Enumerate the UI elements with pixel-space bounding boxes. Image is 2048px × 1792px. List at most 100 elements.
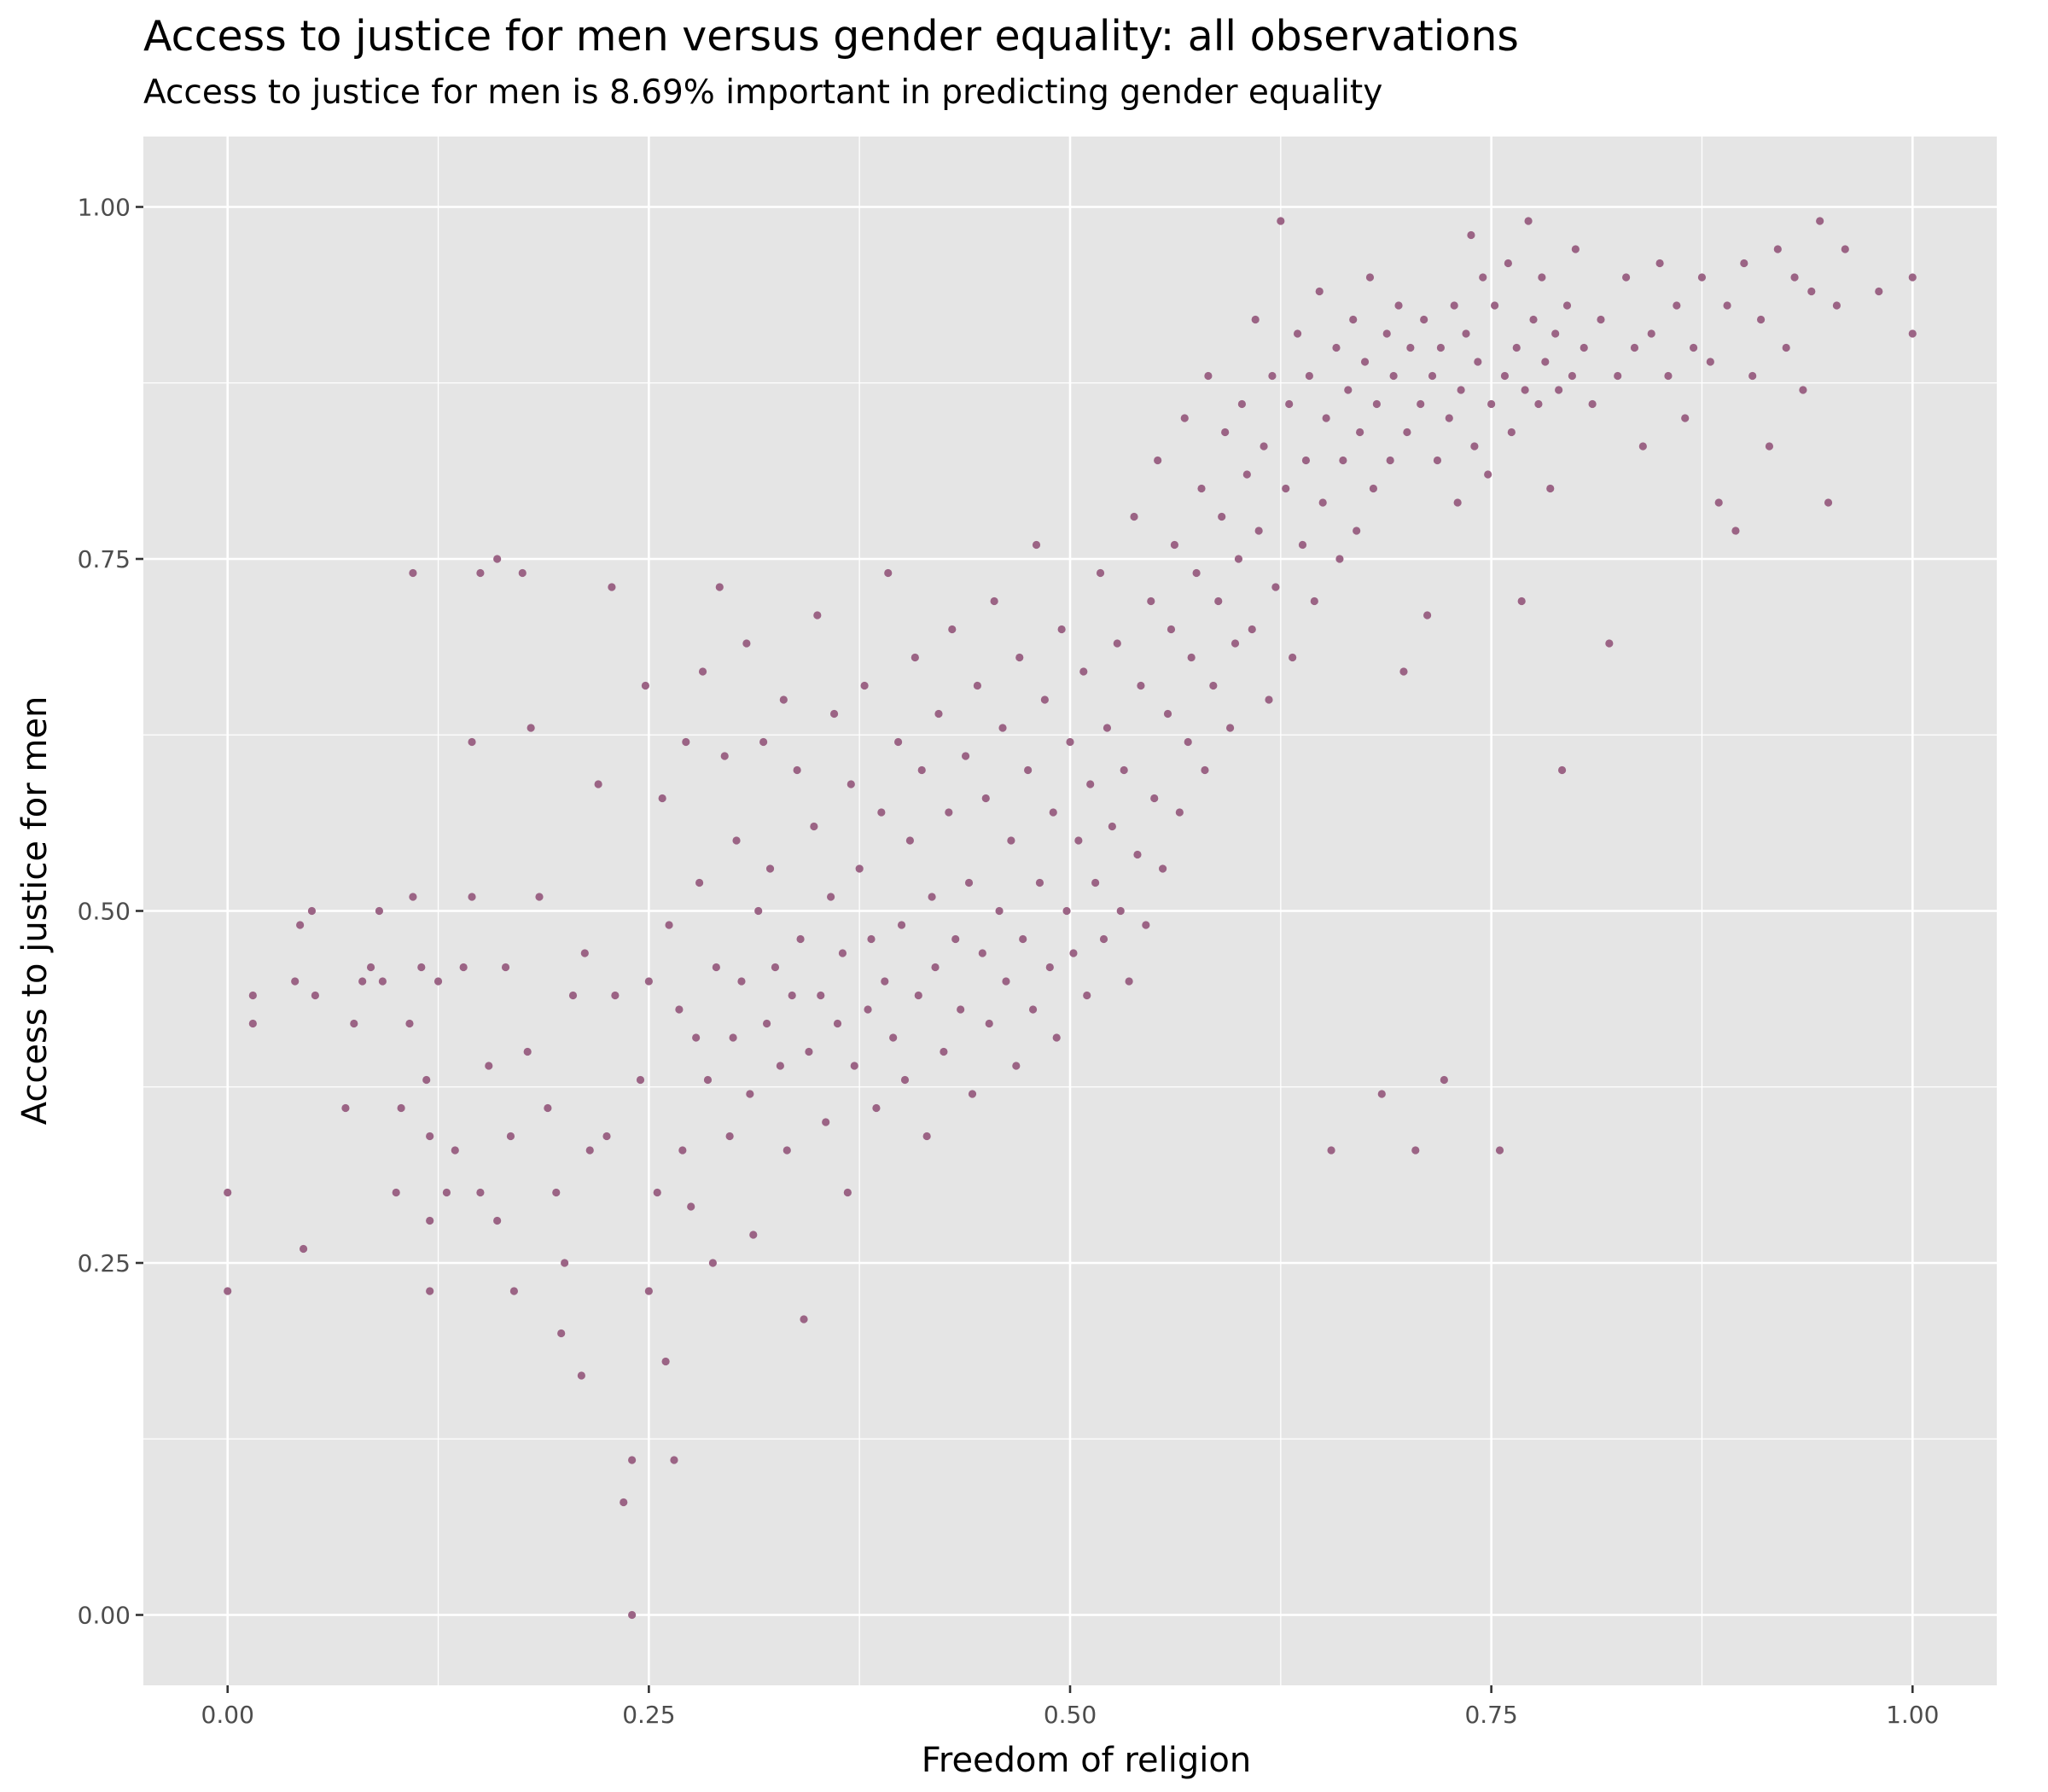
data-point [1841, 245, 1849, 253]
data-point [948, 625, 957, 634]
x-axis-ticks: 0.00 0.25 0.50 0.75 1.00 [201, 1685, 1939, 1729]
data-point [397, 1103, 405, 1113]
data-point [1773, 245, 1782, 253]
data-point [1322, 414, 1330, 422]
data-point [1394, 301, 1403, 310]
data-point [1214, 596, 1223, 606]
data-point [1335, 555, 1344, 563]
data-point [1588, 399, 1597, 409]
data-point [1282, 484, 1290, 493]
data-point [422, 1075, 431, 1085]
data-point [1512, 343, 1521, 352]
chart-subtitle: Access to justice for men is 8.69% impor… [143, 73, 1383, 112]
data-point [737, 977, 746, 986]
data-point [1242, 470, 1251, 479]
data-point [1133, 850, 1142, 859]
data-point [1799, 386, 1807, 394]
data-point [964, 878, 974, 887]
data-point [1369, 484, 1378, 493]
data-point [1399, 667, 1408, 676]
data-point [1091, 878, 1100, 887]
data-point [1066, 737, 1074, 747]
data-point [1163, 709, 1172, 719]
data-point [1180, 414, 1189, 422]
data-point [1285, 399, 1294, 409]
data-point [1103, 724, 1112, 732]
data-point [779, 695, 788, 704]
data-point [1521, 386, 1529, 394]
data-point [829, 709, 839, 719]
data-point [1353, 527, 1361, 535]
data-point [426, 1287, 434, 1295]
data-point [1875, 287, 1883, 296]
data-point [1125, 977, 1133, 986]
y-tick-label: 0.00 [78, 1602, 131, 1630]
data-point [636, 1075, 645, 1085]
data-point [506, 1132, 515, 1141]
data-point [493, 1216, 502, 1225]
data-point [1386, 456, 1394, 465]
data-point [1706, 358, 1714, 366]
data-point [729, 1033, 737, 1042]
data-point [552, 1188, 561, 1197]
data-point [1204, 371, 1213, 381]
data-point [1234, 555, 1243, 563]
data-point [1057, 625, 1066, 634]
data-point [1035, 878, 1044, 887]
y-tick-label: 0.75 [78, 545, 131, 573]
data-point [311, 991, 320, 1000]
data-point [561, 1259, 569, 1267]
data-point [644, 1287, 653, 1295]
data-point [1045, 963, 1054, 972]
data-point [1681, 414, 1690, 422]
data-point [1529, 315, 1538, 324]
data-point [749, 1231, 758, 1239]
data-point [1310, 596, 1318, 606]
data-point [358, 977, 367, 986]
data-point [417, 963, 426, 972]
data-point [911, 653, 919, 662]
data-point [855, 864, 864, 873]
data-point [433, 977, 443, 986]
data-point [1474, 358, 1482, 366]
data-point [1074, 836, 1083, 845]
data-point [776, 1062, 784, 1070]
data-point [350, 1019, 358, 1028]
data-point [759, 737, 768, 747]
data-point [968, 1090, 977, 1098]
data-point [822, 1118, 830, 1126]
data-point [1086, 780, 1095, 788]
x-tick-label: 0.25 [622, 1701, 675, 1729]
data-point [1462, 329, 1470, 338]
chart-title: Access to justice for men versus gender … [143, 12, 1519, 61]
data-point [1614, 371, 1622, 381]
data-point [577, 1371, 585, 1380]
data-point [442, 1188, 451, 1197]
data-point [1218, 512, 1226, 521]
data-point [850, 1062, 858, 1070]
data-point [665, 921, 673, 929]
data-point [1467, 230, 1475, 240]
data-point [973, 681, 981, 690]
data-point [905, 836, 915, 845]
data-point [661, 1357, 670, 1366]
x-tick-label: 0.00 [201, 1701, 254, 1729]
data-point [813, 611, 822, 620]
data-point [1040, 695, 1049, 704]
data-point [961, 752, 970, 760]
data-point [1440, 1075, 1448, 1085]
data-point [1339, 456, 1347, 465]
data-point [468, 893, 476, 901]
data-point [1524, 217, 1533, 225]
data-point [1541, 358, 1550, 366]
y-axis-ticks: 0.00 0.25 0.50 0.75 1.00 [78, 194, 143, 1630]
data-point [1032, 540, 1041, 550]
data-point [535, 893, 544, 901]
data-point [1504, 259, 1512, 268]
data-point [957, 1005, 965, 1014]
data-point [1248, 625, 1256, 634]
data-point [1420, 315, 1428, 324]
data-point [805, 1047, 813, 1056]
data-point [1500, 371, 1510, 381]
data-point [451, 1146, 459, 1155]
